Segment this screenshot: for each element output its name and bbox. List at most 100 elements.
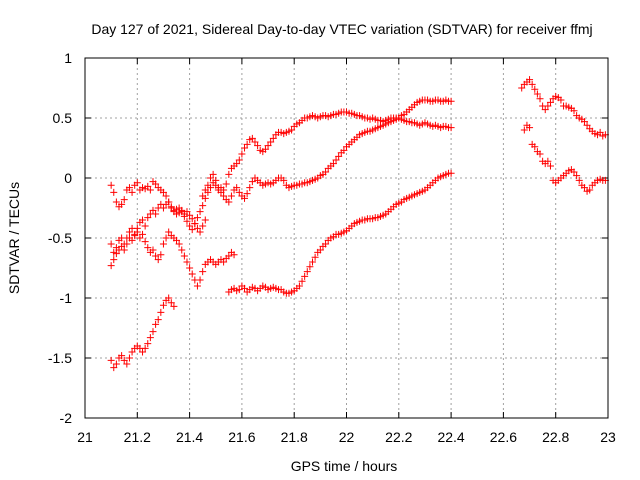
data-point	[173, 210, 181, 218]
data-points	[107, 76, 609, 372]
data-point	[214, 184, 222, 192]
data-point	[201, 186, 209, 194]
x-tick-label: 22.4	[437, 429, 464, 445]
data-point	[144, 214, 152, 222]
data-point	[193, 224, 201, 232]
data-point	[544, 157, 552, 165]
data-point	[230, 251, 238, 259]
data-point	[544, 102, 552, 110]
data-point	[118, 352, 126, 360]
data-point	[248, 178, 256, 186]
y-tick-label: 1	[64, 50, 72, 66]
data-point	[152, 320, 160, 328]
data-point	[329, 160, 337, 168]
data-point	[149, 206, 157, 214]
data-point	[541, 106, 549, 114]
data-point	[120, 246, 128, 254]
data-point	[131, 232, 139, 240]
data-point	[152, 210, 160, 218]
data-point	[188, 226, 196, 234]
data-point	[186, 264, 194, 272]
data-point	[139, 230, 147, 238]
data-point	[311, 253, 319, 261]
data-point	[528, 80, 536, 88]
data-point	[241, 284, 249, 292]
data-point	[175, 240, 183, 248]
data-point	[288, 126, 296, 134]
data-point	[267, 138, 275, 146]
data-point	[248, 134, 256, 142]
data-point	[301, 272, 309, 280]
data-point	[322, 240, 330, 248]
data-point	[583, 121, 591, 129]
y-tick-label: -1	[60, 290, 73, 306]
data-point	[188, 270, 196, 278]
data-point	[447, 97, 455, 105]
data-point	[254, 142, 262, 150]
data-point	[159, 204, 167, 212]
data-point	[165, 294, 173, 302]
series-1	[107, 198, 209, 256]
data-point	[235, 156, 243, 164]
y-tick-label: -0.5	[48, 230, 72, 246]
data-point	[238, 150, 246, 158]
data-point	[152, 180, 160, 188]
data-point	[141, 238, 149, 246]
data-point	[531, 143, 539, 151]
axis-ticks: 21 21.2 21.4 21.6 21.8 22 22.2 22.4 22.6 22.8 23 -2…	[48, 50, 616, 445]
data-point	[261, 145, 269, 153]
data-point	[193, 214, 201, 222]
data-point	[196, 228, 204, 236]
data-point	[178, 246, 186, 254]
y-tick-label: 0.5	[53, 110, 73, 126]
data-point	[180, 212, 188, 220]
data-point	[107, 181, 115, 189]
data-point	[141, 222, 149, 230]
x-tick-label: 21	[77, 429, 93, 445]
data-point	[580, 118, 588, 126]
data-point	[125, 354, 133, 362]
data-point	[546, 162, 554, 170]
data-point	[186, 222, 194, 230]
x-tick-label: 22.6	[490, 429, 517, 445]
data-point	[139, 216, 147, 224]
data-point	[107, 240, 115, 248]
data-point	[241, 144, 249, 152]
x-tick-label: 21.4	[176, 429, 203, 445]
data-point	[225, 252, 233, 260]
data-point	[243, 140, 251, 148]
data-point	[136, 234, 144, 242]
data-point	[193, 282, 201, 290]
data-point	[306, 263, 314, 271]
chart-title: Day 127 of 2021, Sidereal Day-to-day VTE…	[91, 21, 592, 37]
data-point	[144, 340, 152, 348]
data-point	[146, 186, 154, 194]
data-point	[159, 240, 167, 248]
data-point	[196, 208, 204, 216]
x-tick-label: 22	[339, 429, 355, 445]
data-point	[144, 182, 152, 190]
data-point	[575, 176, 583, 184]
data-point	[225, 198, 233, 206]
data-point	[183, 258, 191, 266]
series-3	[107, 108, 455, 234]
data-point	[112, 198, 120, 206]
series-4	[199, 96, 455, 206]
data-point	[573, 172, 581, 180]
data-point	[340, 146, 348, 154]
data-point	[167, 203, 175, 211]
data-point	[183, 217, 191, 225]
data-point	[170, 206, 178, 214]
data-point	[154, 316, 162, 324]
series-7	[518, 76, 609, 140]
data-point	[191, 220, 199, 228]
series-2	[107, 228, 238, 290]
data-point	[149, 328, 157, 336]
data-point	[141, 344, 149, 352]
data-point	[546, 98, 554, 106]
data-point	[335, 152, 343, 160]
data-point	[322, 168, 330, 176]
data-point	[128, 236, 136, 244]
x-tick-label: 21.6	[228, 429, 255, 445]
